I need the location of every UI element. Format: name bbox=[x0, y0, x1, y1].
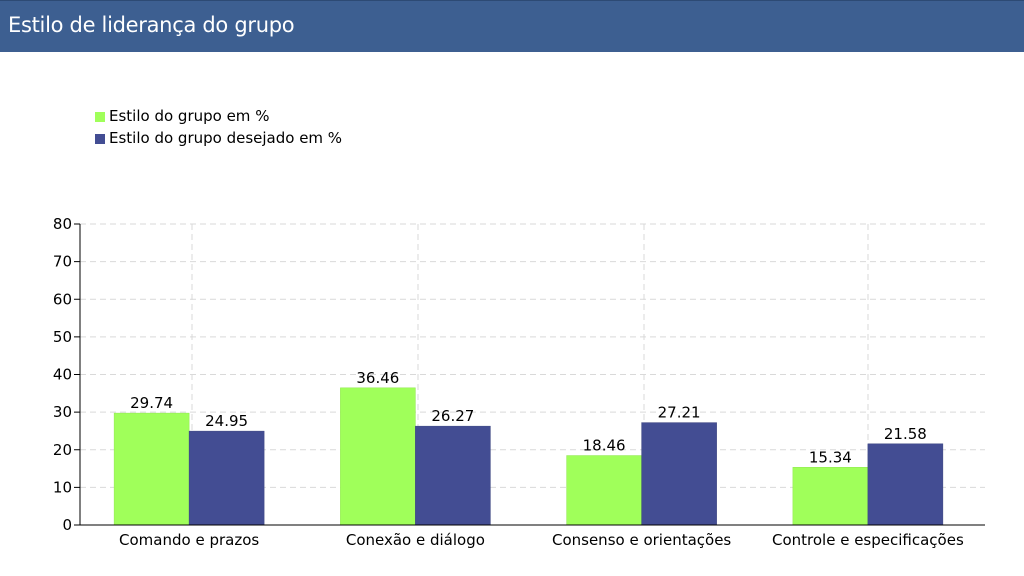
bar bbox=[340, 387, 416, 526]
legend-swatch bbox=[95, 134, 105, 144]
bar-series bbox=[113, 387, 944, 526]
y-tick-label: 10 bbox=[53, 478, 72, 496]
y-tick-label: 0 bbox=[62, 516, 72, 534]
bar bbox=[867, 443, 944, 526]
bar bbox=[188, 430, 265, 526]
data-label: 29.74 bbox=[130, 394, 173, 412]
legend-label: Estilo do grupo em % bbox=[109, 107, 269, 125]
x-tick-label: Comando e prazos bbox=[119, 531, 259, 549]
y-axis: 0 10 20 30 40 50 60 70 80 bbox=[53, 215, 81, 534]
bar bbox=[113, 412, 190, 526]
bar bbox=[415, 425, 491, 526]
x-axis: Comando e prazos Conexão e diálogo Consens… bbox=[80, 524, 985, 549]
y-tick-label: 40 bbox=[53, 366, 72, 384]
data-label: 27.21 bbox=[658, 404, 701, 422]
chart-legend: Estilo do grupo em % Estilo do grupo dese… bbox=[95, 107, 342, 147]
data-label: 36.46 bbox=[356, 369, 399, 387]
y-tick-label: 80 bbox=[53, 215, 72, 233]
legend-label: Estilo do grupo desejado em % bbox=[109, 129, 342, 147]
data-labels: 29.74 24.95 36.46 26.27 18.46 27.21 15.34 21.58 bbox=[130, 369, 927, 466]
data-label: 21.58 bbox=[884, 425, 927, 443]
y-tick-label: 60 bbox=[53, 290, 72, 308]
bar bbox=[792, 467, 869, 526]
x-tick-label: Consenso e orientações bbox=[552, 531, 731, 549]
data-label: 26.27 bbox=[431, 407, 474, 425]
y-tick-label: 70 bbox=[53, 253, 72, 271]
bar bbox=[641, 422, 717, 526]
y-tick-label: 20 bbox=[53, 441, 72, 459]
panel-header: Estilo de liderança do grupo bbox=[0, 0, 1024, 52]
x-tick-label: Conexão e diálogo bbox=[346, 531, 485, 549]
bar-chart: Estilo do grupo em % Estilo do grupo dese… bbox=[53, 107, 985, 549]
bar bbox=[566, 455, 642, 526]
data-label: 18.46 bbox=[583, 437, 626, 455]
panel-title: Estilo de liderança do grupo bbox=[8, 13, 295, 37]
y-tick-label: 50 bbox=[53, 328, 72, 346]
legend-swatch bbox=[95, 112, 105, 122]
y-tick-label: 30 bbox=[53, 403, 72, 421]
x-tick-label: Controle e especificações bbox=[772, 531, 964, 549]
data-label: 24.95 bbox=[205, 412, 248, 430]
data-label: 15.34 bbox=[809, 448, 852, 466]
